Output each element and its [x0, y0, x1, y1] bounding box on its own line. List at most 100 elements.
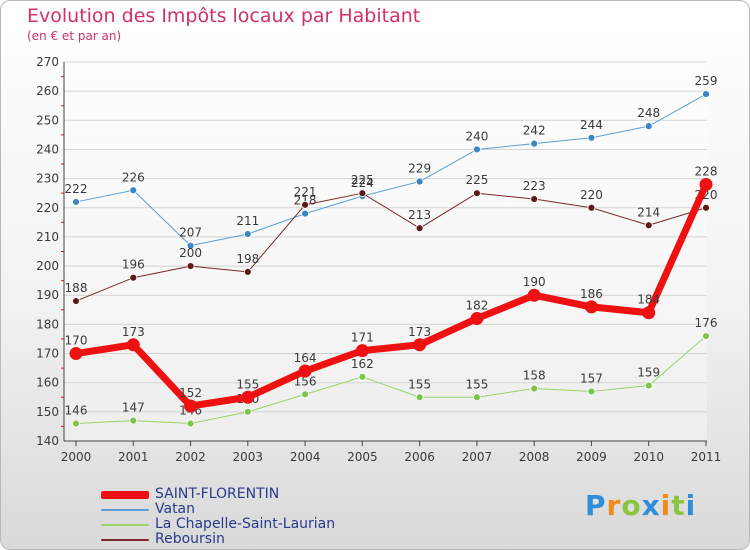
- data-point: [530, 384, 539, 393]
- data-label: 171: [351, 331, 374, 345]
- plot-area: [64, 62, 707, 441]
- data-label: 155: [465, 377, 488, 391]
- data-point: [413, 338, 427, 352]
- data-label: 214: [637, 205, 660, 219]
- proxiti-logo: Proxiti: [585, 489, 696, 522]
- data-label: 146: [65, 404, 88, 418]
- x-tick-label: 2002: [175, 450, 206, 464]
- data-point: [355, 344, 369, 358]
- data-label: 162: [351, 357, 374, 371]
- logo-letter: x: [641, 489, 661, 522]
- data-point: [243, 407, 252, 416]
- legend-label: La Chapelle-Saint-Laurian: [155, 516, 336, 532]
- data-label: 244: [580, 118, 603, 132]
- data-label: 242: [523, 124, 546, 138]
- data-point: [72, 198, 80, 206]
- series-line: [75, 93, 707, 247]
- legend-item: Reboursin: [101, 531, 431, 548]
- legend-item: La Chapelle-Saint-Laurian: [101, 516, 431, 533]
- x-tick-label: 2005: [347, 450, 378, 464]
- data-label: 152: [179, 386, 202, 400]
- data-point: [587, 133, 596, 142]
- data-point: [642, 306, 656, 320]
- data-label: 155: [408, 377, 431, 391]
- y-tick-label: 210: [36, 230, 59, 244]
- series-saint-florentin: 170 173 152 155 164 171 173 182 190 186 184 228: [65, 164, 718, 413]
- y-tick-label: 200: [36, 259, 59, 273]
- x-tick-label: 2004: [290, 450, 321, 464]
- data-point: [301, 209, 309, 218]
- x-tick-label: 2010: [633, 450, 664, 464]
- data-label: 173: [408, 325, 431, 339]
- series-line: [75, 335, 707, 425]
- series-line: [75, 192, 707, 302]
- data-label: 228: [695, 164, 718, 178]
- data-label: 164: [294, 351, 317, 365]
- data-point: [415, 224, 424, 233]
- logo-letter: P: [585, 489, 607, 522]
- data-label: 225: [465, 173, 488, 187]
- data-label: 176: [695, 316, 718, 330]
- data-label: 155: [236, 377, 259, 391]
- data-point: [69, 347, 83, 361]
- data-point: [470, 312, 484, 326]
- x-tick-label: 2006: [404, 450, 435, 464]
- data-point: [186, 419, 195, 428]
- data-point: [473, 189, 481, 198]
- y-tick-label: 160: [36, 376, 59, 390]
- data-point: [243, 230, 252, 238]
- data-point: [72, 297, 80, 305]
- logo-letter: o: [621, 489, 642, 522]
- data-label: 223: [523, 179, 546, 193]
- data-label: 226: [122, 170, 145, 184]
- data-label: 198: [236, 252, 259, 266]
- data-point: [129, 186, 138, 195]
- data-label: 157: [580, 371, 603, 385]
- x-tick-label: 2011: [691, 450, 722, 464]
- legend-label: Reboursin: [155, 531, 225, 547]
- data-label: 225: [351, 173, 374, 187]
- data-point: [129, 273, 138, 282]
- data-point: [530, 139, 539, 148]
- data-label: 220: [580, 188, 603, 202]
- data-point: [298, 364, 312, 378]
- legend-label: Vatan: [155, 501, 196, 517]
- data-label: 158: [523, 369, 546, 383]
- x-tick-label: 2008: [519, 450, 550, 464]
- logo-letter: t: [671, 489, 686, 522]
- legend-label: SAINT-FLORENTIN: [155, 486, 280, 502]
- data-point: [72, 419, 80, 428]
- legend-swatch: [101, 509, 149, 511]
- data-label: 173: [122, 325, 145, 339]
- data-point: [473, 393, 481, 402]
- data-label: 213: [408, 208, 431, 222]
- data-point: [301, 200, 309, 209]
- data-point: [644, 122, 653, 131]
- series-la-chapelle-saint-laurian: 146147146150156162155155158157159176: [65, 316, 718, 428]
- data-label: 240: [465, 129, 488, 143]
- legend-swatch: [101, 491, 149, 499]
- legend-swatch: [101, 539, 149, 541]
- data-label: 184: [637, 293, 660, 307]
- y-tick-label: 140: [36, 434, 59, 448]
- y-tick-label: 230: [36, 172, 59, 186]
- data-point: [702, 203, 710, 212]
- chart-subtitle: (en € et par an): [27, 29, 122, 43]
- data-point: [415, 177, 424, 186]
- logo-letter: i: [660, 489, 672, 522]
- data-point: [644, 221, 653, 230]
- data-label: 196: [122, 258, 145, 272]
- data-point: [530, 195, 539, 203]
- x-tick-label: 2003: [233, 450, 264, 464]
- x-tick-label: 2009: [576, 450, 607, 464]
- data-point: [587, 387, 596, 396]
- y-tick-label: 180: [36, 317, 59, 331]
- data-label: 224: [351, 176, 374, 190]
- data-point: [129, 416, 138, 425]
- y-tick-label: 150: [36, 405, 59, 419]
- data-point: [702, 332, 710, 340]
- data-point: [415, 393, 424, 402]
- data-label: 229: [408, 162, 431, 176]
